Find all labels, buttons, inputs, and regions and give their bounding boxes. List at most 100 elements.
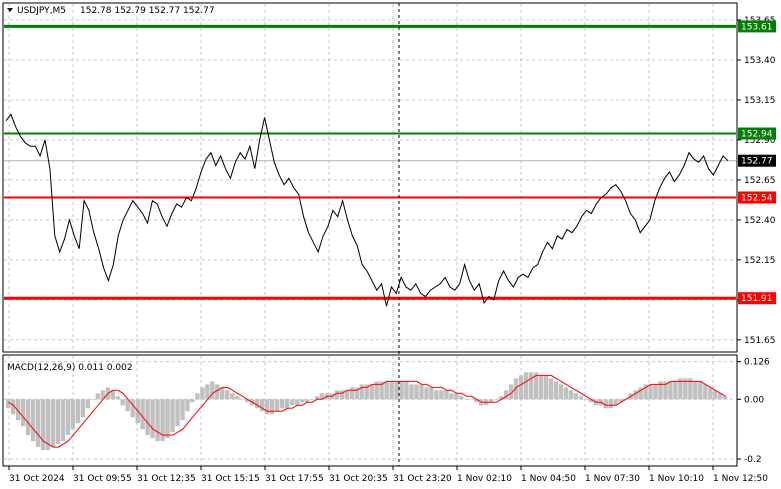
macd-bar — [364, 384, 369, 400]
time-tick-label: 31 Oct 12:35 — [137, 474, 196, 484]
time-tick-label: 31 Oct 20:35 — [329, 474, 388, 484]
macd-bar — [673, 381, 678, 400]
macd-bar — [713, 390, 718, 400]
macd-bar — [663, 381, 668, 400]
price-tick-label: 153.15 — [744, 96, 776, 106]
symbol-label: USDJPY,M5 — [17, 6, 66, 16]
macd-bar — [334, 390, 339, 400]
price-tick-label: 152.90 — [744, 136, 776, 146]
macd-bar — [563, 387, 569, 400]
macd-bar — [379, 381, 384, 400]
price-tick-label: 151.65 — [744, 336, 776, 346]
macd-bar — [533, 372, 539, 400]
time-tick-label: 1 Nov 12:50 — [713, 474, 768, 484]
time-axis: 31 Oct 2024 31 Oct 09:55 31 Oct 12:35 31 Oc… — [8, 466, 768, 484]
time-tick-label: 1 Nov 04:50 — [521, 474, 576, 484]
current-price-tag: 152.77 — [741, 157, 773, 167]
macd-bar — [459, 396, 464, 400]
macd-bar — [225, 390, 230, 400]
macd-bar — [269, 399, 275, 415]
macd-bar — [548, 378, 554, 400]
macd-bar — [150, 399, 155, 439]
macd-bar — [573, 393, 578, 400]
macd-label: MACD(12,26,9) 0.011 0.002 — [7, 363, 133, 373]
macd-bar — [449, 393, 454, 400]
macd-bar — [75, 399, 81, 424]
macd-bar — [489, 399, 494, 403]
time-tick-label: 1 Nov 10:10 — [649, 474, 704, 484]
macd-bar — [523, 372, 529, 400]
macd-bar — [653, 384, 658, 400]
macd-bar — [16, 399, 21, 421]
macd-bar — [633, 390, 638, 400]
macd-bar — [110, 390, 115, 400]
level-tag-label: 152.54 — [741, 193, 773, 203]
macd-bar — [339, 390, 344, 400]
macd-bar — [643, 384, 648, 400]
macd-bar — [668, 381, 673, 400]
macd-bar — [11, 399, 16, 415]
macd-bar — [688, 378, 693, 400]
macd-bar — [518, 375, 524, 400]
price-tick-label: 152.15 — [744, 256, 776, 266]
macd-bar — [309, 399, 315, 400]
macd-tick-label: -0.2 — [744, 455, 762, 465]
macd-bar — [494, 399, 499, 400]
macd-bar — [200, 387, 205, 400]
price-tick-label: 153.40 — [744, 56, 776, 66]
horizontal-levels[interactable] — [4, 24, 736, 300]
macd-bar — [568, 390, 574, 400]
macd-bar — [578, 396, 583, 400]
macd-bar — [528, 372, 534, 400]
macd-bar — [170, 399, 175, 433]
macd-bar — [499, 396, 504, 400]
level-tag-label: 152.94 — [741, 130, 773, 140]
macd-bar — [255, 399, 260, 409]
macd-bar — [90, 399, 95, 400]
macd-bar — [444, 390, 449, 400]
time-tick-label: 31 Oct 15:15 — [201, 474, 260, 484]
macd-bar — [190, 399, 195, 403]
time-tick-label: 31 Oct 23:20 — [393, 474, 452, 484]
ohlc-values: 152.78 152.79 152.77 152.77 — [80, 6, 215, 16]
time-tick-label: 1 Nov 02:10 — [457, 474, 512, 484]
dropdown-triangle-icon[interactable] — [7, 8, 13, 12]
macd-bar — [464, 399, 469, 400]
macd-axis: 0.126 0.00 -0.2 — [737, 358, 770, 465]
macd-bar — [384, 381, 389, 400]
macd-bar — [274, 399, 280, 412]
macd-bar — [359, 384, 364, 400]
level-tag-bg — [738, 191, 776, 204]
macd-bar — [30, 399, 36, 442]
macd-bar — [708, 387, 713, 400]
macd-bar — [100, 390, 105, 400]
macd-bar — [50, 399, 56, 448]
macd-bar — [279, 399, 285, 409]
macd-bar — [230, 393, 235, 400]
macd-bar — [215, 384, 220, 400]
macd-bar — [20, 399, 26, 427]
macd-bar — [319, 393, 325, 400]
macd-bar — [165, 399, 170, 439]
macd-bar — [469, 399, 474, 400]
macd-bar — [60, 399, 66, 442]
macd-bar — [374, 381, 379, 400]
macd-bar — [45, 399, 51, 451]
macd-tick-label: 0.126 — [744, 358, 770, 368]
time-tick-label: 31 Oct 09:55 — [73, 474, 132, 484]
macd-bar — [553, 381, 559, 400]
macd-bar — [195, 393, 200, 400]
macd-bar — [419, 384, 424, 400]
macd-bar — [6, 399, 11, 409]
macd-bar — [394, 381, 399, 400]
price-line — [5, 113, 729, 307]
grid — [4, 4, 736, 465]
macd-bar — [399, 381, 404, 400]
macd-bar — [140, 399, 145, 430]
macd-bar — [25, 399, 31, 436]
macd-bar — [264, 399, 270, 415]
macd-bar — [678, 378, 683, 400]
main-pane-frame — [2, 2, 738, 353]
macd-bar — [65, 399, 71, 436]
